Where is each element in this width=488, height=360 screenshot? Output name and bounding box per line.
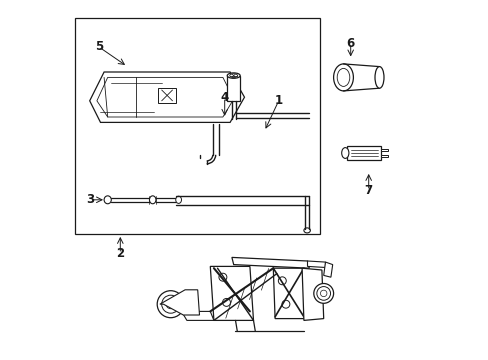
Polygon shape bbox=[158, 88, 176, 103]
Ellipse shape bbox=[104, 196, 111, 204]
Polygon shape bbox=[381, 155, 387, 157]
Ellipse shape bbox=[149, 196, 156, 204]
Ellipse shape bbox=[333, 64, 353, 91]
Text: 3: 3 bbox=[86, 193, 94, 206]
Text: 6: 6 bbox=[346, 37, 354, 50]
Polygon shape bbox=[181, 311, 213, 320]
Polygon shape bbox=[323, 262, 332, 277]
Polygon shape bbox=[89, 72, 244, 122]
Text: 1: 1 bbox=[274, 94, 282, 107]
Polygon shape bbox=[346, 146, 381, 160]
Bar bbox=[75, 18, 320, 234]
Ellipse shape bbox=[374, 67, 383, 88]
Polygon shape bbox=[160, 290, 199, 315]
Text: 4: 4 bbox=[220, 91, 228, 104]
Polygon shape bbox=[381, 149, 387, 151]
Ellipse shape bbox=[175, 196, 181, 203]
Polygon shape bbox=[307, 261, 325, 267]
Polygon shape bbox=[302, 268, 323, 320]
Text: 2: 2 bbox=[116, 247, 124, 260]
Polygon shape bbox=[231, 257, 309, 268]
Polygon shape bbox=[210, 266, 253, 320]
Polygon shape bbox=[273, 268, 305, 319]
Ellipse shape bbox=[227, 73, 240, 78]
Ellipse shape bbox=[313, 284, 333, 303]
Polygon shape bbox=[227, 76, 240, 101]
Ellipse shape bbox=[157, 291, 184, 318]
Text: 5: 5 bbox=[94, 40, 102, 53]
Text: 7: 7 bbox=[364, 184, 372, 197]
Ellipse shape bbox=[341, 148, 348, 158]
